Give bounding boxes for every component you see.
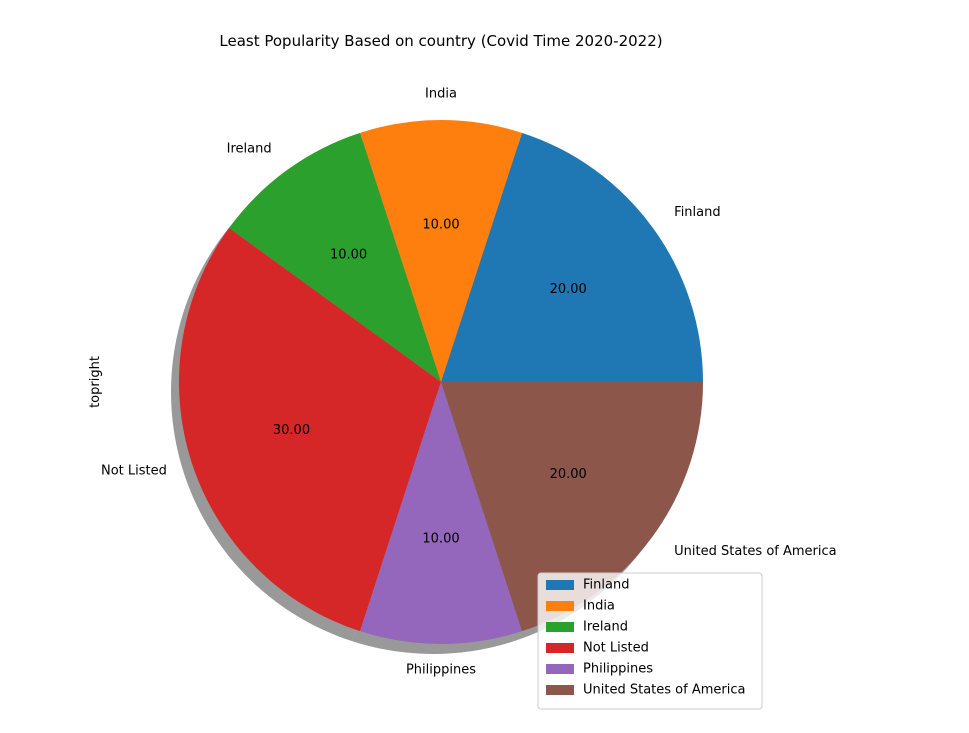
legend-label-india: India — [583, 599, 615, 614]
legend-label-ireland: Ireland — [583, 620, 628, 635]
chart-title: Least Popularity Based on country (Covid… — [219, 32, 662, 50]
legend-swatch-finland — [546, 580, 574, 590]
legend-swatch-india — [546, 601, 574, 611]
value-label-united-states-of-america: 20.00 — [550, 467, 587, 482]
slice-not-listed — [179, 228, 441, 632]
y-axis-label: topright — [88, 356, 103, 408]
value-label-not-listed: 30.00 — [273, 423, 310, 438]
legend: Finland India Ireland Not Listed Philippines… — [537, 572, 763, 710]
legend-label-not-listed: Not Listed — [583, 641, 649, 656]
pie-slices — [179, 119, 703, 645]
legend-swatch-united-states-of-america — [546, 685, 574, 695]
legend-swatch-not-listed — [546, 643, 574, 653]
legend-swatch-ireland — [546, 622, 574, 632]
slice-label-united-states-of-america: United States of America — [674, 544, 836, 559]
legend-swatch-philippines — [546, 664, 574, 674]
slice-united-states-of-america — [441, 382, 703, 632]
slice-philippines — [360, 382, 522, 645]
legend-label-united-states-of-america: United States of America — [583, 683, 745, 698]
value-label-philippines: 10.00 — [422, 532, 459, 547]
value-label-ireland: 10.00 — [330, 247, 367, 262]
slice-finland — [441, 132, 703, 382]
slice-label-ireland: Ireland — [227, 141, 272, 156]
legend-label-philippines: Philippines — [583, 662, 653, 677]
slice-label-not-listed: Not Listed — [101, 464, 167, 479]
slice-india — [360, 119, 522, 382]
legend-box — [537, 572, 763, 710]
value-label-finland: 20.00 — [550, 282, 587, 297]
slice-labels: Finland 20.00 India 10.00 Ireland 10.00 Not Li… — [101, 86, 837, 677]
slice-label-philippines: Philippines — [406, 663, 476, 678]
slice-ireland — [229, 132, 441, 382]
value-label-india: 10.00 — [422, 217, 459, 232]
slice-label-india: India — [425, 86, 457, 101]
slice-label-finland: Finland — [674, 205, 720, 220]
legend-label-finland: Finland — [583, 578, 629, 593]
